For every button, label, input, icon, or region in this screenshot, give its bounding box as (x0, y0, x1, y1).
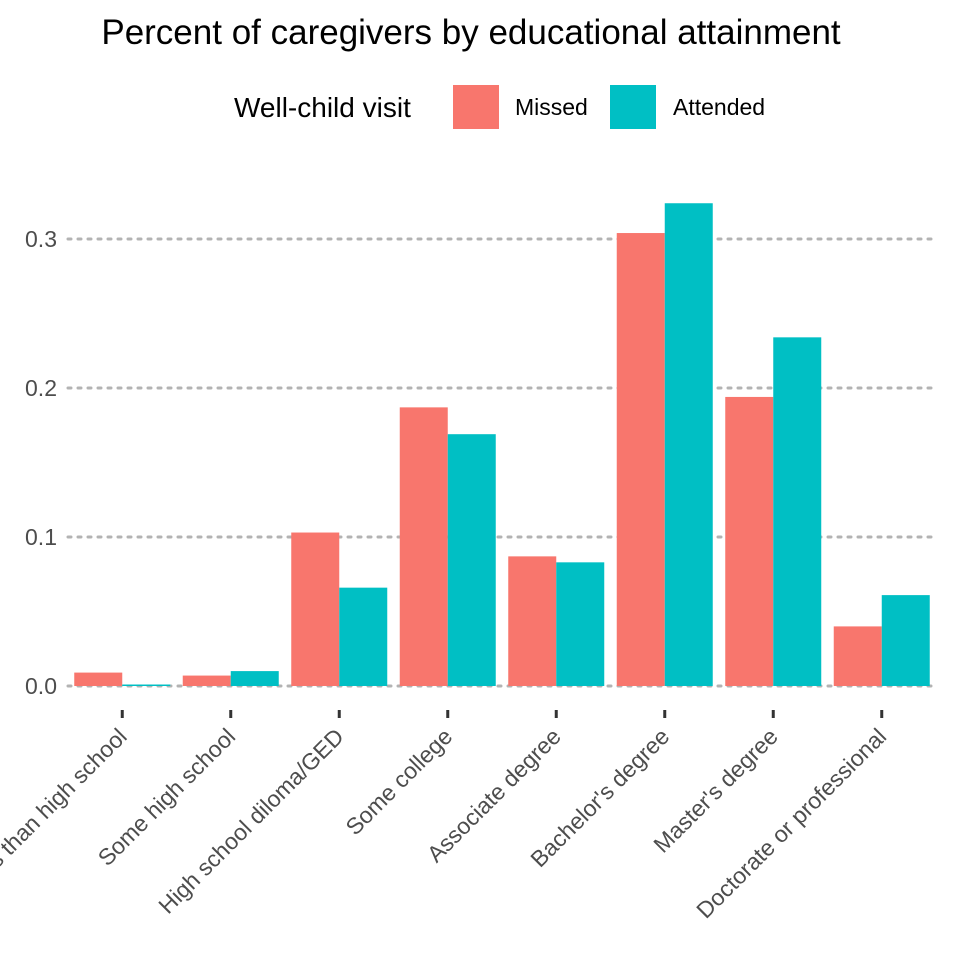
legend-key-attended (610, 85, 656, 129)
bar-attended-1 (122, 684, 171, 686)
x-tick-label: High school diloma/GED (153, 723, 349, 919)
bar-missed-5 (508, 556, 557, 686)
legend-title: Well-child visit (234, 92, 411, 123)
bar-attended-2 (230, 671, 279, 686)
y-tick-label: 0.3 (25, 226, 57, 252)
bar-attended-7 (773, 337, 822, 686)
bars (74, 203, 930, 687)
bar-attended-3 (339, 587, 388, 686)
bar-attended-5 (556, 562, 605, 686)
bar-missed-8 (833, 626, 882, 686)
bar-missed-6 (616, 233, 665, 687)
bar-missed-3 (291, 532, 340, 686)
bar-attended-4 (447, 434, 496, 686)
bar-missed-4 (399, 407, 448, 686)
x-tick-label: Doctorate or professional (691, 723, 891, 923)
bar-attended-6 (664, 203, 713, 687)
bar-attended-8 (881, 595, 930, 686)
bar-missed-7 (725, 396, 774, 686)
legend: Well-child visit Missed Attended (234, 85, 765, 129)
bar-missed-2 (182, 675, 231, 686)
bar-missed-1 (74, 672, 123, 686)
legend-key-missed (453, 85, 499, 129)
x-tick-label: Some college (340, 723, 457, 840)
chart-title: Percent of caregivers by educational att… (101, 13, 841, 52)
y-tick-label: 0.0 (25, 673, 57, 699)
legend-label-missed: Missed (515, 94, 588, 120)
x-tick-label: Less than high school (0, 723, 132, 899)
legend-label-attended: Attended (673, 94, 765, 120)
y-tick-label: 0.1 (25, 524, 57, 550)
y-tick-label: 0.2 (25, 375, 57, 401)
